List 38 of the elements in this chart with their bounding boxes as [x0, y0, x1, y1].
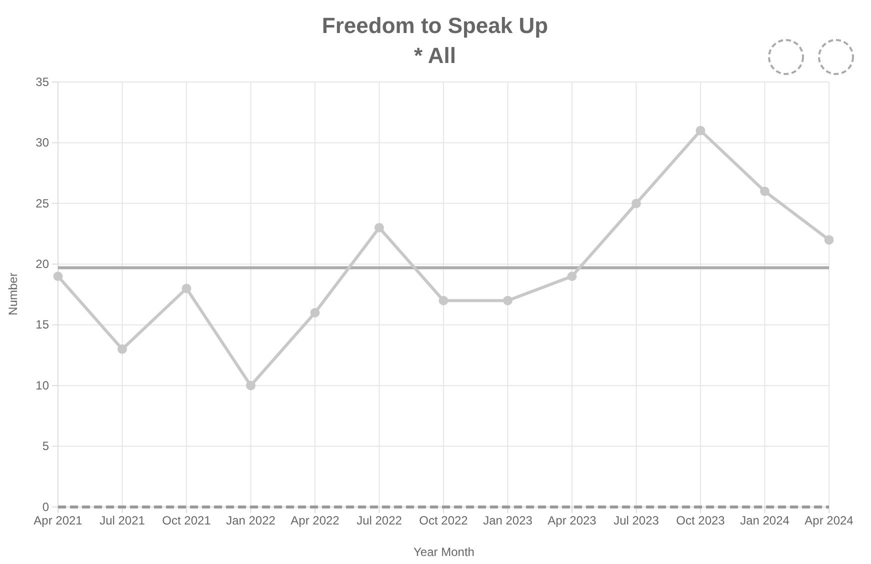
- y-tick-label: 0: [42, 500, 50, 514]
- y-axis-title: Number: [6, 272, 20, 316]
- x-tick-label: Jan 2023: [483, 514, 533, 528]
- point: [503, 296, 512, 306]
- x-tick-label: Jul 2021: [100, 514, 146, 528]
- y-tick-label: 25: [36, 196, 50, 210]
- x-axis-title: Year Month: [414, 545, 474, 559]
- chart-title: Freedom to Speak Up: [322, 13, 548, 38]
- x-tick-label: Jan 2022: [226, 514, 276, 528]
- point: [567, 272, 577, 281]
- x-tick-label: Jan 2024: [740, 514, 790, 528]
- point: [246, 380, 256, 390]
- point: [438, 296, 448, 306]
- x-tick-label: Jul 2022: [356, 514, 402, 528]
- point: [118, 344, 127, 354]
- point: [632, 198, 641, 208]
- x-tick-label: Oct 2021: [162, 514, 212, 528]
- point: [374, 223, 384, 232]
- y-tick-label: 30: [36, 136, 50, 150]
- point: [310, 308, 320, 318]
- x-tick-label: Apr 2022: [290, 514, 340, 528]
- y-tick-label: 10: [36, 378, 50, 392]
- x-tick-label: Apr 2021: [34, 514, 83, 528]
- y-tick-label: 35: [36, 74, 50, 89]
- x-tick-label: Apr 2024: [804, 514, 854, 528]
- y-tick-label: 15: [36, 318, 50, 332]
- chart-subtitle: * All: [414, 43, 456, 68]
- point: [824, 235, 834, 245]
- x-tick-label: Apr 2023: [548, 514, 597, 528]
- point: [696, 126, 706, 136]
- x-tick-label: Oct 2022: [419, 514, 468, 528]
- point: [182, 284, 192, 294]
- y-tick-label: 20: [36, 256, 50, 271]
- x-tick-label: Oct 2023: [676, 514, 726, 528]
- point: [53, 272, 63, 281]
- y-tick-label: 5: [42, 439, 50, 454]
- x-tick-label: Jul 2023: [614, 514, 660, 528]
- point: [760, 186, 770, 196]
